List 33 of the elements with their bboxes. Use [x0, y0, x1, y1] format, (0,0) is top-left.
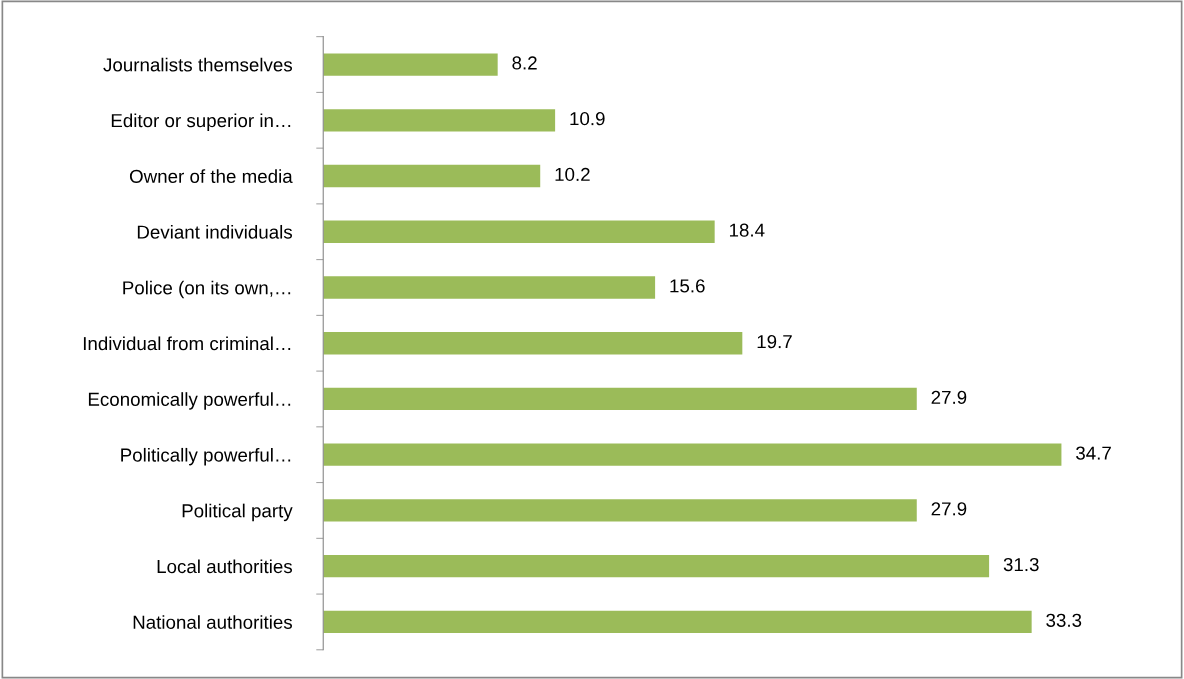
y-tick-label: Politically powerful… [121, 447, 291, 466]
y-tick-label: Owner of the media [129, 169, 293, 183]
data-label: 19.7 [757, 334, 792, 349]
data-label: 10.2 [555, 167, 590, 182]
y-tick-label: Political party [182, 503, 293, 522]
y-tick-label: Individual from criminal… [83, 336, 291, 351]
y-tick-label: Local authorities [157, 559, 293, 574]
bar [323, 499, 917, 522]
bar [323, 109, 556, 132]
bar [323, 164, 541, 188]
bar [323, 555, 990, 578]
bar [323, 220, 715, 243]
data-label: 10.9 [570, 112, 605, 126]
data-label: 31.3 [1003, 557, 1039, 572]
bar [323, 276, 656, 299]
bar [323, 53, 498, 76]
data-label: 34.7 [1076, 446, 1111, 460]
bar [323, 387, 917, 411]
data-label: 8.2 [512, 56, 537, 70]
bar [323, 332, 743, 355]
data-label: 27.9 [931, 502, 967, 516]
data-label: 27.9 [931, 390, 967, 405]
bar [323, 443, 1062, 466]
y-tick-label: Editor or superior in… [111, 113, 291, 131]
bar [323, 610, 1032, 634]
data-label: 33.3 [1046, 613, 1082, 627]
y-tick-label: Economically powerful… [88, 392, 291, 410]
y-tick-label: Police (on its own,… [123, 280, 291, 299]
data-label: 18.4 [729, 223, 765, 237]
y-tick-label: National authorities [133, 615, 293, 629]
y-tick-label: Deviant individuals [137, 224, 293, 239]
y-tick-label: Journalists themselves [103, 57, 293, 72]
data-label: 15.6 [670, 279, 705, 293]
